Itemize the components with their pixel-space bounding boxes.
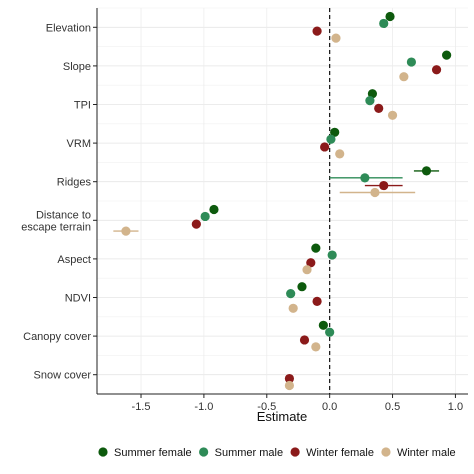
data-point [284,373,295,384]
data-point [327,250,337,260]
category-label: TPI [74,100,91,112]
data-point [379,180,389,191]
legend: Summer female Summer male Winter female Win… [98,447,456,459]
data-point [302,265,312,275]
data-point [385,11,395,22]
legend-label: Winter female [306,447,374,459]
data-point [365,96,375,106]
data-point [191,219,201,229]
data-point-layer [121,11,452,391]
legend-item: Summer male [199,447,283,459]
data-point [374,103,384,113]
data-point [311,243,321,253]
category-label: Slope [63,61,91,73]
x-tick-label: -1.5 [132,401,151,413]
category-label: Ridges [57,177,92,189]
data-point [399,72,409,82]
data-point [200,211,210,222]
data-point [442,50,452,60]
x-tick-label: 0.0 [322,401,337,413]
data-point [406,57,417,67]
category-label: Elevation [46,22,91,34]
data-point [367,89,378,99]
category-label: VRM [67,138,91,150]
legend-item: Winter male [381,447,456,459]
data-point [387,110,398,120]
legend-label: Summer female [114,447,192,459]
data-point [288,303,298,313]
legend-label: Summer male [215,447,283,459]
data-point [421,166,432,176]
category-label: escape terrain [21,221,91,233]
data-point [318,320,328,330]
category-label: Canopy cover [23,331,91,343]
category-label: Aspect [57,254,91,266]
data-point [320,142,330,152]
legend-marker [98,447,108,457]
data-point [286,289,296,299]
data-point [360,173,370,183]
data-point [370,187,380,198]
x-tick-label: -1.0 [194,401,213,413]
category-label: NDVI [65,293,91,305]
data-point [284,380,295,391]
data-point [312,26,322,36]
category-label: Distance to [36,209,91,221]
legend-marker [381,447,391,457]
x-tick-label: 1.0 [448,401,463,413]
data-point [121,226,131,236]
x-tick-label: -0.5 [257,401,276,413]
data-point [297,282,307,292]
axis-layer [93,8,468,398]
data-point [325,327,335,337]
x-tick-label: 0.5 [385,401,400,413]
data-point [335,149,345,159]
data-point [209,204,219,215]
x-axis-title: Estimate [257,409,308,424]
legend-item: Summer female [98,447,192,459]
data-point [331,33,341,43]
data-point [326,134,336,144]
category-label: Snow cover [34,370,92,382]
label-layer: -1.5 -1.0 -0.5 0.0 0.5 1.0 Elevation Slope TPI VR… [21,22,463,413]
data-point [312,296,322,306]
legend-label: Winter male [397,447,456,459]
data-point [379,18,389,29]
data-point [311,342,321,352]
legend-marker [290,447,300,457]
data-point [306,258,316,268]
data-point [431,65,442,75]
legend-marker [199,447,209,457]
data-point [330,127,340,137]
legend-item: Winter female [290,447,374,459]
data-point [299,335,310,345]
